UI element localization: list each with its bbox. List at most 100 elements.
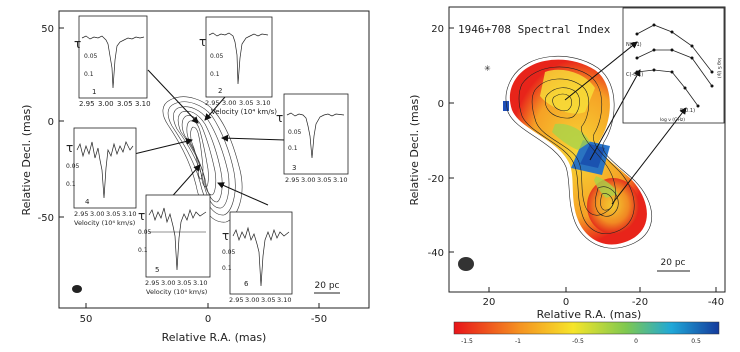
inset-4-ytick-1: 0.1 (66, 181, 76, 188)
left-beam (72, 285, 82, 293)
left-y-tick-1: 0 (48, 117, 54, 128)
inset-1-xtick-3: 3.10 (135, 100, 151, 108)
inset-2-tau: τ (199, 35, 206, 49)
inset-label-c: C(-0.1) (626, 72, 643, 78)
inset-6-tau: τ (222, 229, 229, 243)
inset-4-number: 4 (85, 198, 90, 206)
inset-6-xtick-1: 3.00 (245, 296, 259, 304)
right-y-tick-1: 0 (438, 99, 444, 110)
right-y-tick-3: -40 (428, 248, 444, 259)
right-y-tick-2: -20 (428, 174, 444, 185)
inset-4-xlabel: Velocity (10⁴ km/s) (74, 219, 135, 227)
inset-4-tau: τ (66, 141, 73, 155)
inset-1-number: 1 (92, 88, 96, 96)
left-contour-map (162, 96, 243, 223)
left-y-axis-label: Relative Decl. (mas) (20, 105, 33, 216)
inset-2-number: 2 (218, 87, 222, 95)
inset-1-tau: τ (74, 37, 81, 51)
left-x-tick-2: -50 (311, 314, 327, 325)
left-y-tick-2: -50 (38, 213, 54, 224)
left-x-tick-0: 50 (80, 314, 93, 325)
right-x-tick-1: 0 (563, 297, 569, 308)
spectral-index-map (503, 55, 653, 249)
right-x-tick-0: 20 (483, 297, 496, 308)
inset-5-tau: τ (138, 209, 145, 223)
inset-1-ytick-1: 0.1 (84, 71, 94, 78)
inset-3-number: 3 (292, 164, 296, 172)
right-x-tick-2: -20 (632, 297, 648, 308)
left-x-tick-1: 0 (205, 314, 211, 325)
inset-3-ytick-0: 0.05 (288, 129, 302, 136)
inset-y-label: log S (Jy) (716, 58, 722, 78)
inset-5-xtick-3: 3.10 (193, 279, 207, 287)
inset-3-tau: τ (276, 111, 283, 125)
inset-6-xtick-0: 2.95 (229, 296, 243, 304)
inset-6-xtick-3: 3.10 (277, 296, 291, 304)
inset-2-ytick-0: 0.05 (210, 53, 224, 60)
right-x-axis-label: Relative R.A. (mas) (537, 308, 642, 321)
right-scale-bar-label: 20 pc (661, 258, 686, 268)
inset-4-xtick-2: 3.05 (106, 210, 120, 218)
colorbar (453, 321, 720, 335)
inset-1-xtick-1: 3.00 (98, 100, 114, 108)
inset-3-xtick-1: 3.00 (301, 176, 315, 184)
right-title: 1946+708 Spectral Index (458, 23, 611, 36)
colorbar-tick-3: 0 (634, 338, 638, 345)
inset-2-xtick-0: 2.95 (205, 99, 219, 107)
inset-2-xtick-3: 3.10 (256, 99, 270, 107)
right-plot-frame (448, 6, 726, 293)
right-pointer-arrows (564, 41, 687, 205)
right-beam (458, 257, 474, 271)
left-scale-bar-label: 20 pc (315, 281, 340, 291)
colorbar-tick-4: 0.5 (691, 338, 701, 345)
inset-5-ytick-0: 0.05 (138, 229, 152, 236)
inset-1-xtick-2: 3.05 (117, 100, 133, 108)
colorbar-tick-0: -1.5 (461, 338, 473, 345)
inset-x-label: log ν (GHz) (660, 117, 685, 123)
inset-2-xtick-1: 3.00 (222, 99, 236, 107)
spectrum-inset-4: τ 0.05 0.1 4 2.95 3.00 3.05 3.10 Velocit… (66, 127, 136, 227)
inset-5-xtick-2: 3.05 (177, 279, 191, 287)
right-x-tick-3: -40 (708, 297, 724, 308)
right-panel: 1946+708 Spectral Index 20 0 -20 -40 20 … (408, 6, 726, 345)
inset-2-xlabel: Velocity (10⁴ km/s) (211, 108, 277, 116)
inset-6-number: 6 (244, 280, 249, 288)
inset-3-xtick-2: 3.05 (317, 176, 331, 184)
spectrum-inset-1: τ 0.05 0.1 1 2.95 3.00 3.05 3.10 (74, 15, 151, 108)
left-panel: 50 0 -50 50 0 -50 Relative R.A. (mas) Re… (20, 10, 370, 344)
inset-2-ytick-1: 0.1 (210, 71, 220, 78)
inset-3-xtick-0: 2.95 (285, 176, 299, 184)
inset-1-xtick-0: 2.95 (79, 100, 95, 108)
right-y-axis-label: Relative Decl. (mas) (408, 95, 421, 206)
inset-6-ytick-1: 0.1 (222, 265, 232, 272)
inset-5-xlabel: Velocity (10⁴ km/s) (146, 288, 207, 296)
spectrum-inset-3: τ 0.05 0.1 3 2.95 3.00 3.05 3.10 (276, 93, 349, 184)
inset-4-xtick-0: 2.95 (74, 210, 88, 218)
spectrum-inset-5: τ 0.05 0.1 5 2.95 3.00 3.05 3.10 Velocit… (138, 194, 211, 296)
inset-5-ytick-1: 0.1 (138, 247, 148, 254)
spectrum-inset-2: τ 0.05 0.1 2 2.95 3.00 3.05 3.10 Velocit… (199, 16, 277, 116)
inset-6-ytick-0: 0.05 (222, 249, 236, 256)
spectra-inset: N(0.1) C(-0.1) S(0.1) log ν (GHz) log S … (622, 7, 725, 124)
inset-4-xtick-3: 3.10 (122, 210, 136, 218)
left-x-axis-label: Relative R.A. (mas) (162, 331, 267, 344)
inset-6-xtick-2: 3.05 (261, 296, 275, 304)
left-plot-frame (58, 10, 370, 309)
inset-1-ytick-0: 0.05 (84, 53, 98, 60)
inset-5-number: 5 (155, 266, 159, 274)
inset-5-xtick-1: 3.00 (161, 279, 175, 287)
inset-3-xtick-3: 3.10 (333, 176, 347, 184)
left-y-tick-0: 50 (41, 24, 54, 35)
inset-2-xtick-2: 3.05 (239, 99, 253, 107)
colorbar-tick-1: -1 (515, 338, 521, 345)
spectrum-inset-6: τ 0.05 0.1 6 2.95 3.00 3.05 3.10 (222, 211, 293, 304)
right-small-marker: ✳ (484, 64, 491, 73)
inset-4-xtick-1: 3.00 (90, 210, 104, 218)
inset-label-s: S(0.1) (680, 108, 695, 114)
inset-3-ytick-1: 0.1 (288, 145, 298, 152)
inset-5-xtick-0: 2.95 (145, 279, 159, 287)
colorbar-tick-2: -0.5 (572, 338, 584, 345)
inset-4-ytick-0: 0.05 (66, 163, 80, 170)
